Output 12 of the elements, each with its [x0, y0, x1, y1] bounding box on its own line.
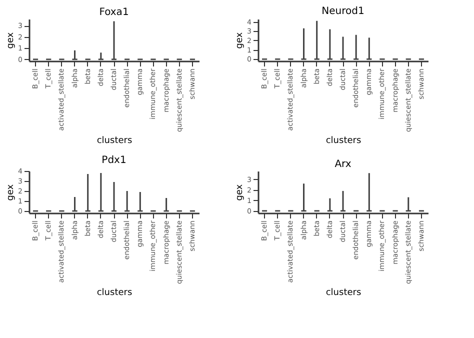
y-axis-title: gex	[235, 184, 246, 201]
x-axis-title: clusters	[96, 288, 132, 298]
chart-title: Neurod1	[322, 6, 364, 17]
y-axis-title: gex	[6, 32, 16, 49]
x-axis-title: clusters	[96, 136, 132, 146]
y-axis-title: gex	[6, 184, 16, 201]
y-axis-title: gex	[235, 32, 246, 49]
x-axis-title: clusters	[326, 288, 362, 298]
chart-title: Pdx1	[102, 155, 126, 166]
chart-title: Arx	[334, 159, 352, 170]
x-axis-title: clusters	[326, 136, 362, 146]
chart-title: Foxa1	[99, 7, 129, 18]
